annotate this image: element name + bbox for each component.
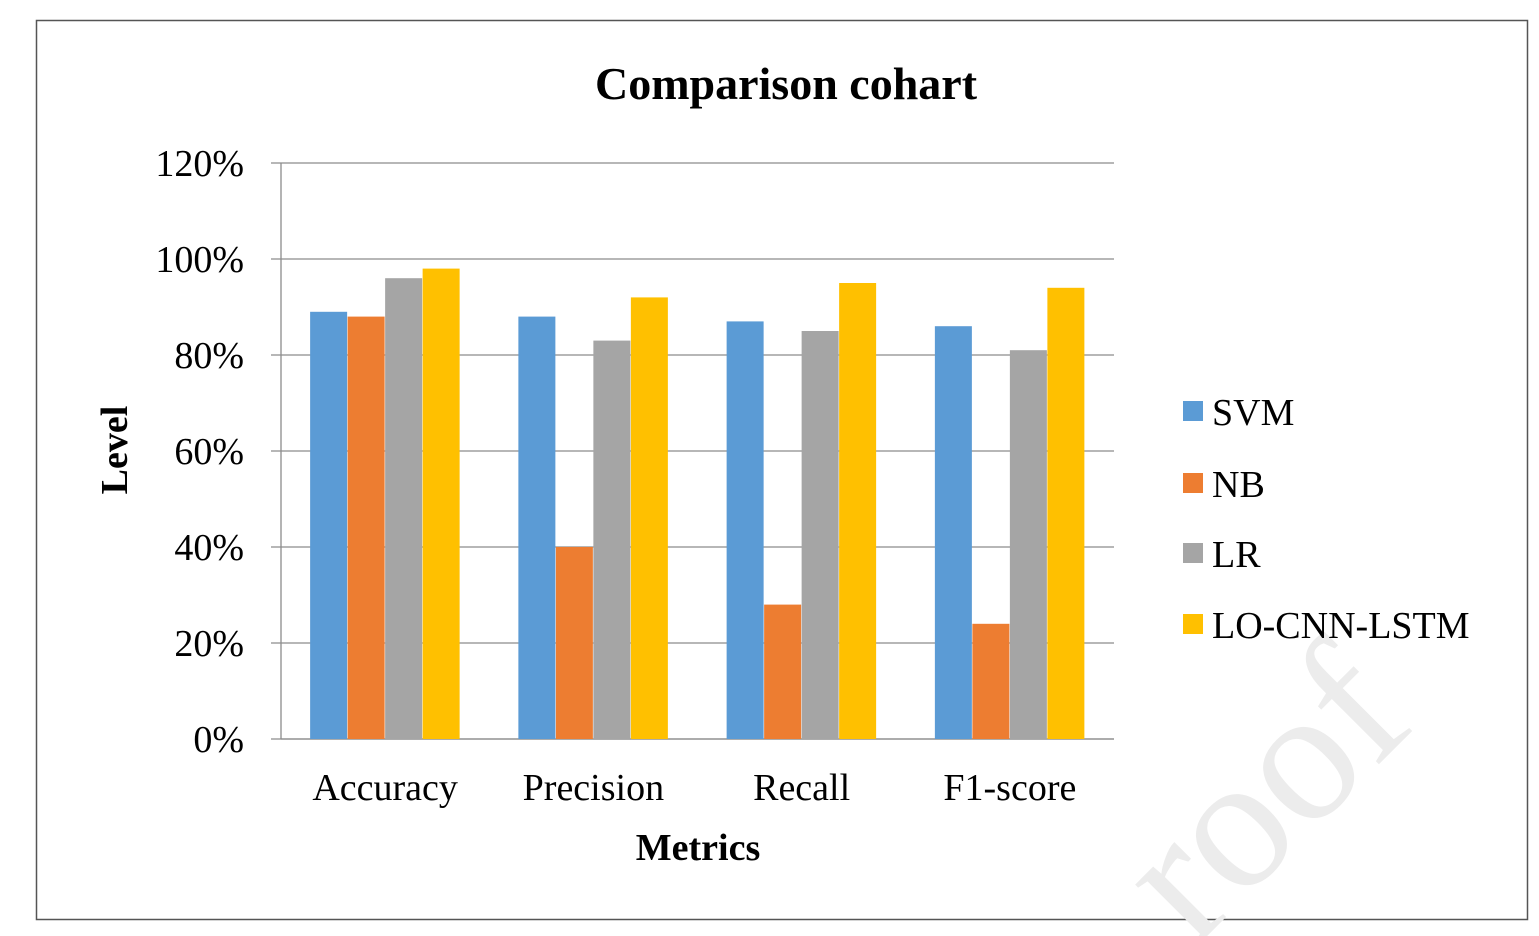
chart-title: Comparison cohart: [595, 58, 978, 109]
bar-lo-cnn-lstm-f1-score: [1047, 287, 1085, 739]
bar-lr-f1-score: [1009, 350, 1047, 739]
y-tick-label: 40%: [174, 527, 244, 569]
x-tick-label: Recall: [753, 767, 850, 809]
bar-nb-precision: [555, 547, 593, 739]
bar-svm-precision: [518, 316, 556, 739]
x-tick-label: Precision: [523, 767, 664, 809]
bar-lr-recall: [801, 331, 839, 739]
legend-item-svm: SVM: [1183, 392, 1294, 434]
x-tick-labels: Accuracy Precision Recall F1-score: [312, 767, 1076, 809]
bar-nb-recall: [764, 604, 802, 739]
legend-swatch: [1183, 543, 1203, 563]
bar-lr-precision: [593, 340, 631, 739]
x-tick-label: Accuracy: [312, 767, 458, 809]
chart-border: [35, 19, 1529, 921]
y-axis-label: Level: [94, 406, 136, 495]
legend-item-lr: LR: [1183, 534, 1261, 576]
legend-item-lo-cnn-lstm: LO-CNN-LSTM: [1183, 605, 1470, 647]
legend-swatch: [1183, 401, 1203, 421]
y-tick-label: 120%: [155, 143, 244, 185]
watermark: roof: [1075, 606, 1448, 936]
legend-swatch: [1183, 473, 1203, 493]
bar-lo-cnn-lstm-precision: [630, 297, 668, 739]
y-tick-label: 20%: [174, 623, 244, 665]
x-tick-label: F1-score: [943, 767, 1076, 809]
legend-label: SVM: [1212, 392, 1294, 434]
bar-nb-f1-score: [972, 623, 1010, 739]
bar-lr-accuracy: [385, 278, 423, 739]
bar-svm-recall: [726, 321, 764, 739]
legend: SVM NB LR LO-CNN-LSTM: [1183, 392, 1470, 647]
bar-svm-accuracy: [310, 311, 348, 739]
bar-lo-cnn-lstm-recall: [839, 283, 877, 739]
y-tick-label: 60%: [174, 431, 244, 473]
y-tick-label: 0%: [193, 719, 244, 761]
bar-svm-f1-score: [934, 326, 972, 739]
y-tick-labels: 0% 20% 40% 60% 80% 100% 120%: [155, 143, 244, 761]
bar-nb-accuracy: [347, 316, 385, 739]
bar-lo-cnn-lstm-accuracy: [422, 268, 460, 739]
legend-label: LO-CNN-LSTM: [1212, 605, 1470, 647]
legend-item-nb: NB: [1183, 464, 1265, 506]
legend-swatch: [1183, 614, 1203, 634]
y-tick-label: 80%: [174, 335, 244, 377]
legend-label: LR: [1212, 534, 1261, 576]
y-tick-label: 100%: [155, 239, 244, 281]
x-axis-label: Metrics: [636, 827, 760, 869]
legend-label: NB: [1212, 464, 1265, 506]
bars: [310, 268, 1085, 739]
